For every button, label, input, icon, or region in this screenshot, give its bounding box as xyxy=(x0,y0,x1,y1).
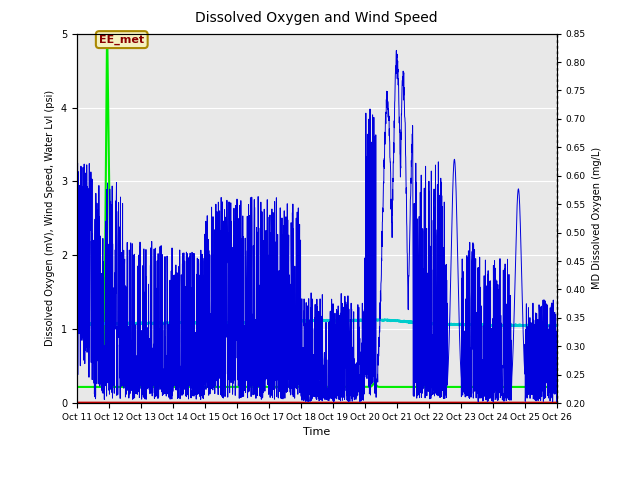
DisOxy xyxy=(492,399,499,405)
WaterLevel xyxy=(492,322,500,328)
MiniDot_DO xyxy=(73,384,81,390)
ws xyxy=(73,222,81,228)
Y-axis label: MD Dissolved Oxygen (mg/L): MD Dissolved Oxygen (mg/L) xyxy=(591,147,602,289)
MiniDot_DO xyxy=(128,384,136,390)
MiniDot_DO xyxy=(156,384,164,390)
X-axis label: Time: Time xyxy=(303,428,330,437)
MiniDot_DO xyxy=(278,384,285,390)
Y-axis label: Dissolved Oxygen (mV), Wind Speed, Water Lvl (psi): Dissolved Oxygen (mV), Wind Speed, Water… xyxy=(45,90,55,347)
WaterLevel xyxy=(128,321,136,327)
Title: Dissolved Oxygen and Wind Speed: Dissolved Oxygen and Wind Speed xyxy=(195,12,438,25)
ws xyxy=(492,393,500,398)
ws xyxy=(544,372,552,378)
WaterLevel xyxy=(376,316,383,322)
WaterLevel xyxy=(548,324,556,329)
WaterLevel xyxy=(278,319,285,324)
ws xyxy=(156,244,164,250)
MiniDot_DO xyxy=(257,384,265,390)
Line: MiniDot_DO: MiniDot_DO xyxy=(77,34,557,387)
WaterLevel xyxy=(553,323,561,328)
DisOxy xyxy=(73,399,81,405)
ws xyxy=(344,399,352,405)
Text: EE_met: EE_met xyxy=(99,35,145,45)
WaterLevel xyxy=(543,322,551,328)
DisOxy xyxy=(278,399,285,405)
WaterLevel xyxy=(257,319,265,325)
Line: WaterLevel: WaterLevel xyxy=(77,319,557,326)
ws xyxy=(392,48,400,53)
ws xyxy=(128,345,136,350)
WaterLevel xyxy=(156,321,164,326)
DisOxy xyxy=(257,399,265,405)
ws xyxy=(278,287,285,293)
ws xyxy=(257,199,265,205)
DisOxy xyxy=(156,399,164,405)
WaterLevel xyxy=(73,321,81,326)
MiniDot_DO xyxy=(553,384,561,390)
ws xyxy=(553,343,561,349)
DisOxy xyxy=(543,399,551,405)
Line: ws: ws xyxy=(77,50,557,402)
DisOxy xyxy=(553,399,561,405)
MiniDot_DO xyxy=(492,384,500,390)
MiniDot_DO xyxy=(103,31,111,36)
MiniDot_DO xyxy=(543,384,551,390)
DisOxy xyxy=(128,399,136,405)
